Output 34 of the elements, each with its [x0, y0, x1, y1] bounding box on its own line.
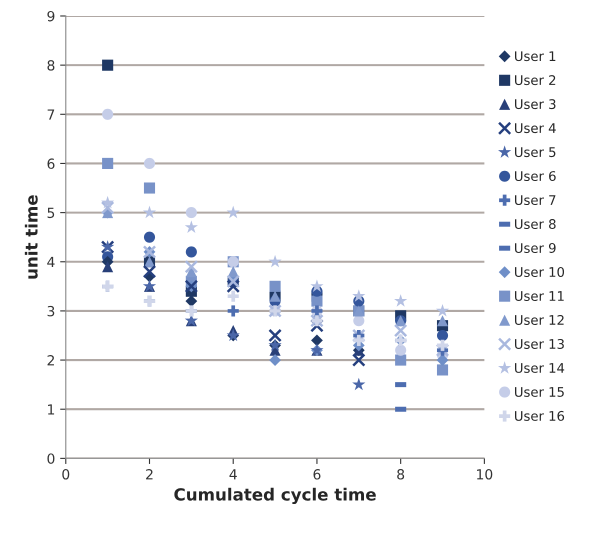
y-tick-label: 4: [47, 256, 55, 268]
legend-label: User 1: [515, 51, 556, 62]
y-axis-title: unit time: [24, 195, 38, 279]
legend-label: User 4: [515, 123, 556, 134]
legend-label: User 8: [515, 219, 556, 230]
legend-label: User 6: [515, 171, 556, 182]
x-tick-label: 6: [313, 469, 320, 480]
y-tick-label: 5: [48, 208, 54, 218]
legend-label: User 7: [515, 195, 556, 206]
x-tick-label: 10: [477, 469, 492, 480]
x-tick-label: 8: [397, 469, 404, 480]
y-tick-label: 2: [48, 355, 54, 366]
y-tick-label: 1: [48, 404, 54, 414]
legend-label: User 16: [515, 410, 564, 421]
legend-label: User 2: [515, 75, 556, 86]
x-axis-title: Cumulated cycle time: [174, 488, 376, 504]
x-tick-label: 2: [146, 469, 153, 480]
y-tick-label: 3: [48, 306, 54, 316]
x-tick-label: 0: [62, 469, 70, 480]
y-tick-label: 9: [47, 10, 54, 22]
y-tick-label: 8: [47, 60, 54, 71]
y-tick-label: 6: [47, 158, 54, 169]
legend-label: User 9: [515, 243, 556, 254]
legend-label: User 3: [515, 99, 556, 110]
legend-label: User 10: [515, 267, 564, 277]
legend-label: User 12: [515, 314, 564, 325]
legend-label: User 11: [515, 291, 564, 301]
x-tick-label: 4: [229, 469, 237, 480]
legend-label: User 13: [515, 338, 564, 349]
legend-label: User 15: [515, 387, 564, 397]
legend-label: User 5: [515, 147, 556, 158]
y-tick-label: 7: [48, 109, 54, 120]
legend-label: User 14: [515, 363, 564, 373]
y-tick-label: 0: [47, 453, 54, 464]
